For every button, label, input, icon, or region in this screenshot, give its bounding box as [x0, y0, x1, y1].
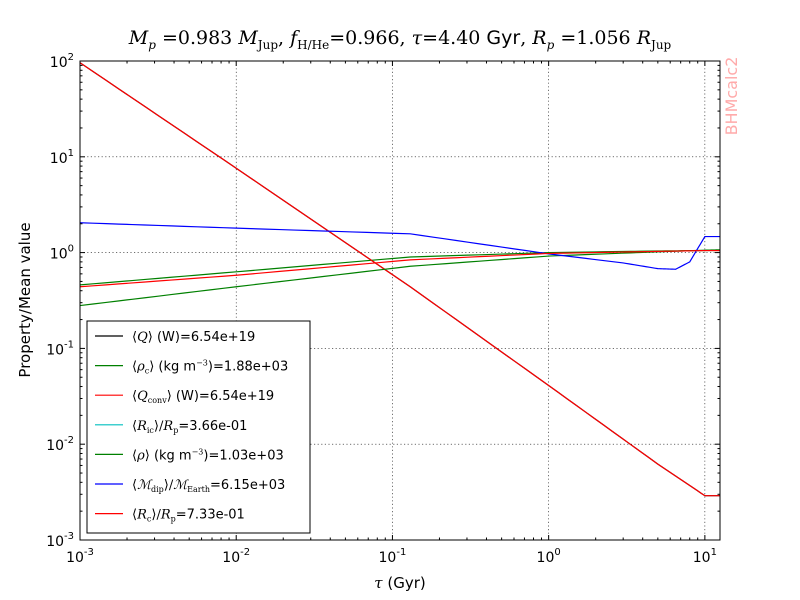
- legend: ⟨Q⟩ (W)=6.54e+19 ⟨ρc⟩ (kg m−3)=1.88e+03 ⟨Q…: [86, 320, 311, 534]
- y-tick-label: 10-2: [46, 435, 74, 454]
- legend-label: ⟨Qconv⟩ (W)=6.54e+19: [132, 389, 274, 405]
- legend-item: ⟨ρ⟩ (kg m−3)=1.03e+03: [95, 447, 284, 463]
- legend-item: ⟨Qconv⟩ (W)=6.54e+19: [95, 389, 274, 405]
- y-tick-label: 10-1: [46, 339, 74, 358]
- x-tick-label: 10-2: [222, 547, 250, 566]
- y-tick-label: 102: [50, 52, 74, 71]
- legend-label: ⟨ℳdip⟩/ℳEarth=6.15e+03: [132, 478, 285, 494]
- watermark: BHMcalc2: [722, 57, 741, 136]
- plot-frame: [79, 60, 721, 541]
- y-tick-label: 100: [50, 244, 74, 263]
- series-group: [80, 62, 720, 497]
- x-tick-label: 10-1: [379, 547, 407, 566]
- series-line-6: [80, 249, 720, 288]
- y-axis-label: Property/Mean value: [16, 222, 34, 377]
- x-axis-label: τ (Gyr): [374, 574, 425, 592]
- chart-title: Mp =0.983 MJup, fH/He=0.966, τ=4.40 Gyr,…: [128, 27, 672, 52]
- legend-item: ⟨ℳdip⟩/ℳEarth=6.15e+03: [95, 478, 285, 494]
- legend-item: ⟨Rc⟩/Rp=7.33e-01: [95, 508, 245, 524]
- x-tick-label: 101: [693, 547, 717, 566]
- legend-label: ⟨Ric⟩/Rp=3.66e-01: [132, 419, 247, 435]
- legend-box: [86, 320, 311, 534]
- legend-label: ⟨Q⟩ (W)=6.54e+19: [132, 330, 255, 345]
- y-tick-label: 10-3: [46, 531, 74, 550]
- axis-ticks: 10-3 10-2 10-1 100 101 10-3 10-2 10-1 100 101 102: [46, 52, 720, 566]
- series-line-5: [80, 222, 720, 270]
- legend-item: ⟨ρc⟩ (kg m−3)=1.88e+03: [95, 359, 288, 376]
- legend-label: ⟨ρc⟩ (kg m−3)=1.88e+03: [132, 359, 288, 376]
- legend-label: ⟨Rc⟩/Rp=7.33e-01: [132, 508, 245, 524]
- legend-item: ⟨Ric⟩/Rp=3.66e-01: [95, 419, 247, 435]
- legend-item: ⟨Q⟩ (W)=6.54e+19: [95, 330, 255, 345]
- x-tick-label: 100: [537, 547, 561, 566]
- legend-label: ⟨ρ⟩ (kg m−3)=1.03e+03: [132, 447, 284, 463]
- series-line-2: [80, 62, 720, 497]
- x-tick-label: 10-3: [66, 547, 94, 566]
- y-tick-label: 101: [50, 148, 74, 167]
